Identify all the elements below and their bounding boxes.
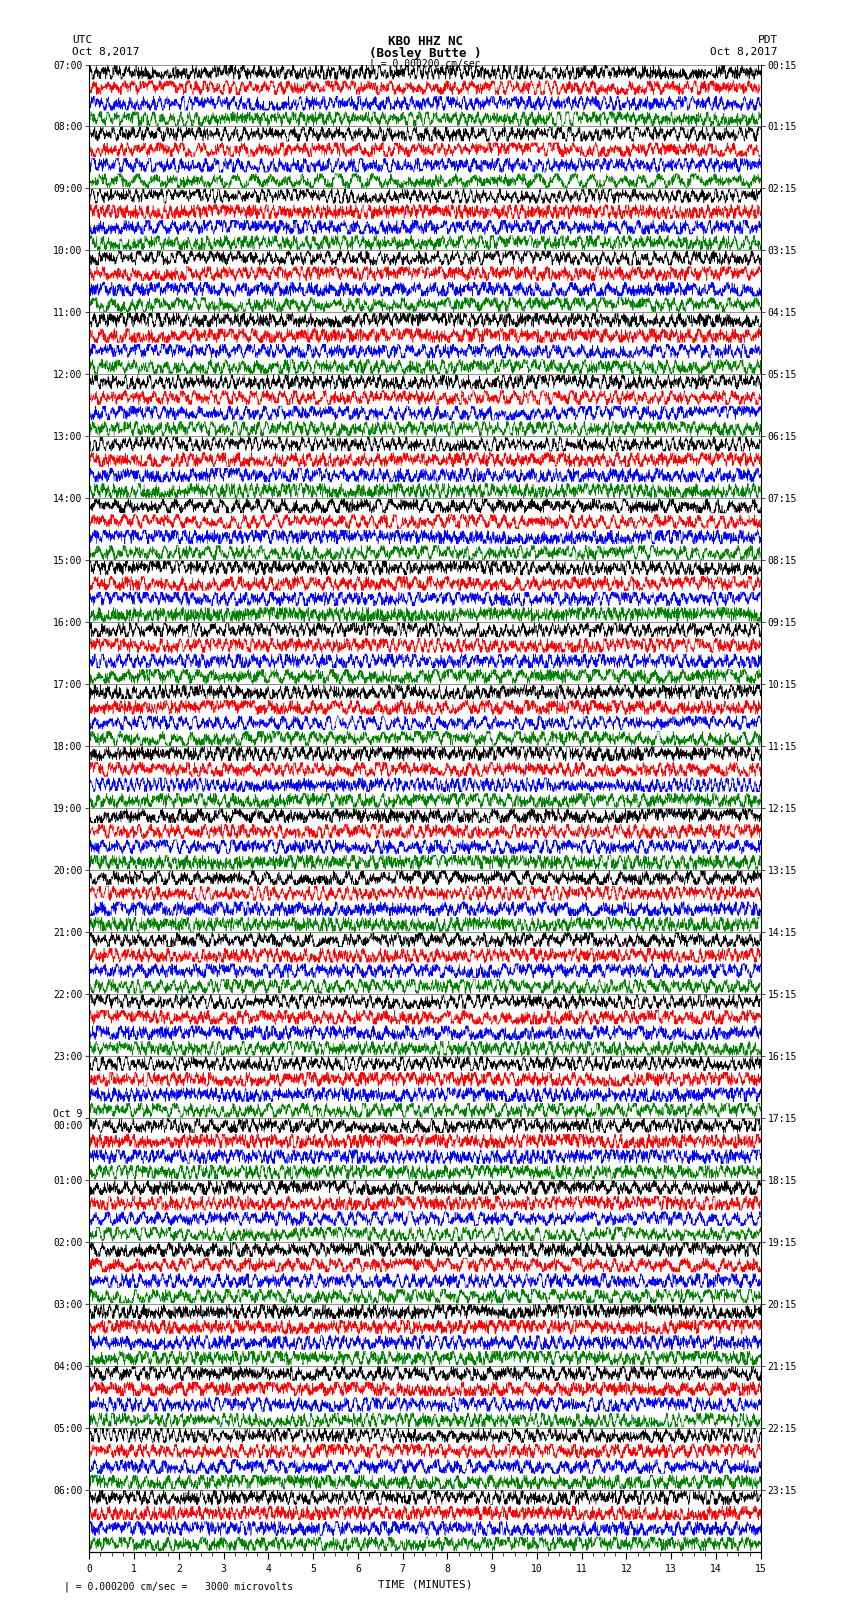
Text: Oct 8,2017: Oct 8,2017 — [711, 47, 778, 56]
X-axis label: TIME (MINUTES): TIME (MINUTES) — [377, 1579, 473, 1589]
Text: PDT: PDT — [757, 35, 778, 45]
Text: (Bosley Butte ): (Bosley Butte ) — [369, 47, 481, 60]
Text: Oct 8,2017: Oct 8,2017 — [72, 47, 139, 56]
Text: UTC: UTC — [72, 35, 93, 45]
Text: | = 0.000200 cm/sec =   3000 microvolts: | = 0.000200 cm/sec = 3000 microvolts — [64, 1581, 293, 1592]
Text: | = 0.000200 cm/sec: | = 0.000200 cm/sec — [369, 58, 481, 69]
Text: KBO HHZ NC: KBO HHZ NC — [388, 35, 462, 48]
